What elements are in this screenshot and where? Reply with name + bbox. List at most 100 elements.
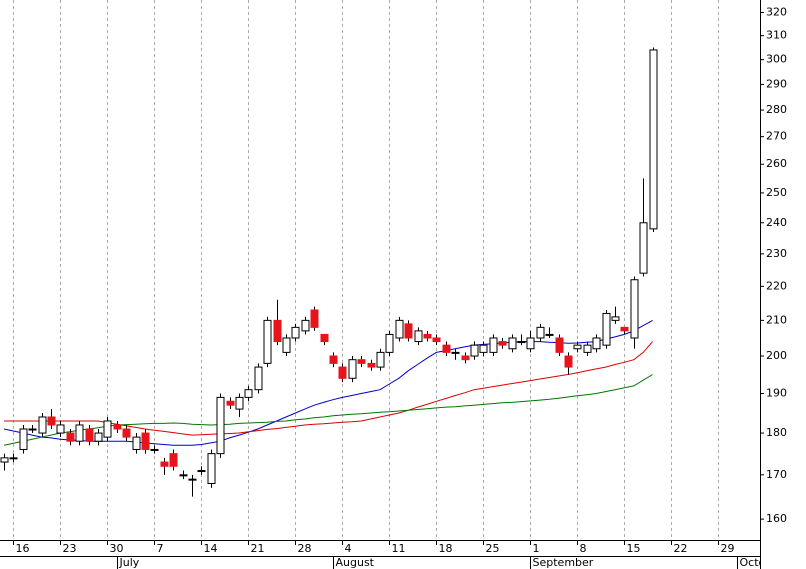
candle-body: [188, 478, 197, 481]
x-tick-label: 7: [157, 542, 164, 555]
candle-body: [0, 457, 9, 463]
candle-body: [329, 355, 338, 364]
x-tick-label: 30: [110, 542, 124, 555]
y-tick-label: 260: [766, 157, 787, 170]
month-label: July: [119, 556, 140, 569]
y-tick-label: 190: [766, 387, 787, 400]
candle-body: [141, 432, 150, 450]
candle-body: [602, 312, 611, 346]
candle-body: [66, 432, 75, 442]
x-tick-label: 28: [298, 542, 312, 555]
y-tick-label: 170: [766, 468, 787, 481]
candle-body: [226, 400, 235, 406]
y-tick-label: 240: [766, 216, 787, 229]
month-label: August: [336, 556, 375, 569]
candle-body: [291, 326, 300, 339]
candle-body: [498, 341, 507, 346]
candle-body: [451, 351, 460, 354]
candle-body: [85, 428, 94, 442]
y-tick-label: 310: [766, 29, 787, 42]
candle-body: [432, 337, 441, 343]
y-tick-label: 280: [766, 103, 787, 116]
y-tick-label: 230: [766, 247, 787, 260]
candle-body: [338, 366, 347, 379]
candle-body: [592, 337, 601, 350]
x-tick-label: 4: [345, 542, 352, 555]
candle-body: [545, 333, 554, 336]
candle-body: [103, 420, 112, 438]
candle-body: [94, 432, 103, 442]
moving-average: [4, 341, 653, 436]
y-tick-label: 210: [766, 313, 787, 326]
candle-body: [517, 341, 526, 344]
moving-average: [3, 374, 653, 446]
candle-body: [28, 428, 37, 431]
candle-body: [235, 396, 244, 410]
y-tick-label: 320: [766, 5, 787, 18]
x-tick-label: 14: [204, 542, 218, 555]
y-tick-label: 250: [766, 186, 787, 199]
candle-body: [113, 424, 122, 430]
y-tick-label: 270: [766, 130, 787, 143]
candle-body: [9, 457, 18, 460]
candle-body: [376, 351, 385, 368]
candle-body: [132, 436, 141, 450]
candle-body: [564, 355, 573, 368]
candle-body: [244, 389, 253, 398]
candle-body: [254, 366, 263, 391]
candle-body: [555, 337, 564, 353]
candle-body: [536, 326, 545, 339]
candle-body: [620, 326, 629, 332]
month-label: September: [533, 556, 594, 569]
candle-body: [179, 474, 188, 477]
x-tick-label: 23: [63, 542, 77, 555]
x-tick-label: 15: [627, 542, 641, 555]
candle-body: [273, 319, 282, 343]
candle-body: [282, 337, 291, 353]
x-tick-label: 22: [674, 542, 688, 555]
candle-body: [573, 344, 582, 350]
candle-body: [649, 49, 658, 230]
candle-body: [150, 448, 159, 451]
candle-body: [19, 428, 28, 450]
x-tick-label: 18: [439, 542, 453, 555]
candle-body: [348, 359, 357, 379]
candle-body: [216, 396, 225, 455]
y-tick-label: 290: [766, 77, 787, 90]
candle-body: [489, 337, 498, 353]
candle-body: [47, 416, 56, 426]
candle-body: [357, 359, 366, 364]
candle-body: [122, 428, 131, 438]
candle-body: [385, 333, 394, 353]
x-tick-label: 29: [721, 542, 735, 555]
y-tick-label: 200: [766, 349, 787, 362]
candle-body: [479, 344, 488, 353]
candle-body: [414, 330, 423, 343]
candle-body: [160, 461, 169, 467]
candle-body: [320, 333, 329, 343]
y-tick-label: 300: [766, 53, 787, 66]
y-tick-label: 180: [766, 426, 787, 439]
candle-body: [470, 344, 479, 357]
candle-body: [630, 279, 639, 339]
candle-body: [310, 309, 319, 328]
candle-body: [526, 337, 535, 350]
x-tick-label: 11: [392, 542, 406, 555]
candle-body: [611, 316, 620, 321]
moving-average: [3, 319, 653, 446]
candle-body: [56, 424, 65, 434]
month-label: Octo: [740, 556, 766, 569]
candle-body: [508, 337, 517, 350]
y-tick-label: 220: [766, 279, 787, 292]
candle-body: [207, 453, 216, 484]
candle-body: [75, 424, 84, 442]
x-tick-label: 21: [251, 542, 265, 555]
candle-body: [301, 319, 310, 332]
candle-body: [639, 222, 648, 274]
x-tick-label: 25: [486, 542, 500, 555]
x-tick-label: 8: [580, 542, 587, 555]
candle-body: [461, 355, 470, 361]
